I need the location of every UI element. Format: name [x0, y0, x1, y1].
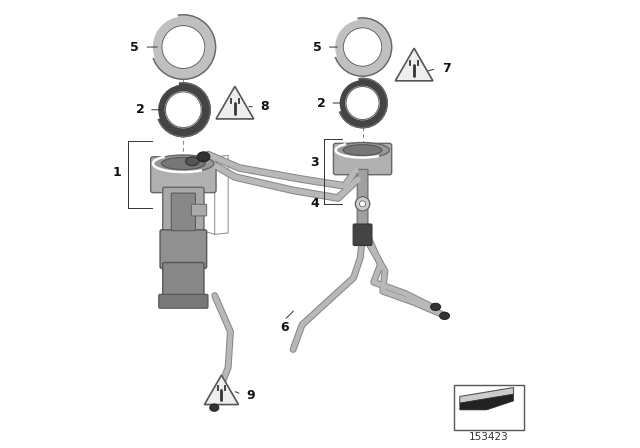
Polygon shape	[396, 48, 433, 81]
Text: 153423: 153423	[469, 432, 509, 442]
FancyBboxPatch shape	[357, 169, 368, 227]
FancyBboxPatch shape	[163, 263, 204, 300]
Ellipse shape	[343, 145, 382, 155]
FancyBboxPatch shape	[333, 143, 392, 175]
FancyBboxPatch shape	[353, 224, 372, 246]
Text: 3: 3	[310, 156, 319, 169]
Polygon shape	[460, 394, 513, 410]
FancyBboxPatch shape	[172, 193, 195, 231]
Ellipse shape	[197, 152, 210, 162]
Text: 2: 2	[136, 103, 144, 116]
Circle shape	[162, 26, 205, 69]
Text: 6: 6	[280, 321, 289, 335]
Circle shape	[157, 83, 210, 137]
Ellipse shape	[440, 312, 449, 319]
FancyBboxPatch shape	[163, 187, 204, 235]
FancyBboxPatch shape	[160, 230, 207, 268]
Text: 8: 8	[260, 100, 269, 113]
Text: 4: 4	[310, 197, 319, 211]
Ellipse shape	[161, 157, 205, 170]
Circle shape	[343, 28, 382, 66]
Polygon shape	[460, 388, 513, 403]
Ellipse shape	[336, 142, 390, 158]
Text: 5: 5	[130, 40, 138, 54]
FancyBboxPatch shape	[191, 204, 207, 216]
FancyBboxPatch shape	[454, 385, 524, 430]
FancyBboxPatch shape	[150, 157, 216, 193]
Circle shape	[355, 197, 370, 211]
FancyBboxPatch shape	[159, 294, 208, 308]
Ellipse shape	[153, 155, 214, 172]
Circle shape	[165, 92, 202, 128]
Ellipse shape	[431, 303, 440, 310]
Circle shape	[346, 86, 379, 120]
Circle shape	[333, 18, 392, 76]
Circle shape	[338, 78, 387, 128]
Ellipse shape	[186, 157, 199, 166]
Polygon shape	[216, 86, 253, 119]
Ellipse shape	[210, 404, 219, 411]
Text: 2: 2	[317, 96, 326, 110]
Text: 9: 9	[246, 388, 255, 402]
Text: 1: 1	[113, 166, 122, 179]
Text: 7: 7	[442, 62, 451, 75]
Circle shape	[151, 15, 216, 79]
Circle shape	[360, 201, 365, 207]
Text: 5: 5	[314, 40, 322, 54]
Polygon shape	[204, 375, 239, 405]
